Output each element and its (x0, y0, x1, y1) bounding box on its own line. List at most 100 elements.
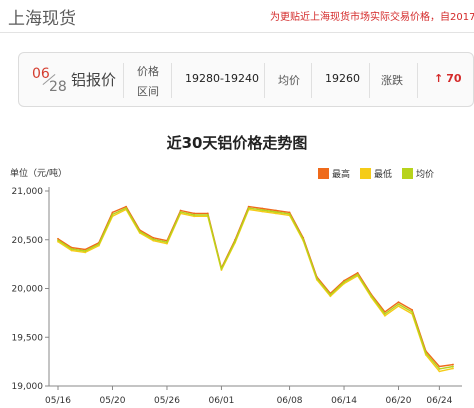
data-point (138, 230, 141, 233)
data-point (152, 239, 155, 242)
y-tick-label: 19,000 (12, 382, 44, 392)
data-point (356, 272, 359, 274)
series-line-2 (57, 208, 454, 373)
legend-swatch (318, 168, 329, 179)
data-point (111, 213, 114, 216)
data-point (111, 211, 114, 214)
data-point (424, 351, 427, 354)
quote-divider (123, 63, 124, 98)
x-tick-label: 05/20 (100, 396, 126, 406)
avg-value: 19260 (325, 72, 360, 85)
data-point (247, 205, 250, 208)
data-point (452, 365, 454, 368)
data-point (206, 212, 209, 215)
legend-swatch (402, 168, 413, 179)
data-point (288, 211, 291, 214)
data-point (315, 277, 318, 280)
data-point (166, 242, 168, 245)
data-point (261, 210, 264, 213)
y-tick-label: 20,500 (12, 236, 44, 246)
chart-title: 近30天铝价格走势图 (166, 134, 308, 152)
data-point (329, 295, 332, 298)
y-tick-label: 20,000 (12, 285, 44, 295)
data-point (179, 211, 182, 213)
up-arrow-icon: ↑ (434, 72, 444, 85)
data-point (57, 237, 59, 240)
data-point (206, 213, 209, 216)
data-point (97, 243, 100, 246)
data-point (261, 207, 264, 210)
data-point (70, 248, 73, 250)
data-point (438, 370, 441, 373)
data-point (452, 363, 454, 366)
data-point (356, 273, 359, 276)
x-tick-label: 06/08 (277, 396, 303, 406)
quote-divider (171, 63, 172, 98)
range-label-2: 区间 (137, 85, 159, 98)
data-point (275, 209, 277, 212)
y-axis-label: 单位（元/吨） (10, 167, 67, 179)
x-tick-label: 06/24 (426, 396, 452, 406)
quote-divider (369, 63, 370, 98)
data-point (411, 311, 414, 313)
data-point (343, 281, 345, 284)
data-point (438, 365, 441, 368)
data-point (261, 209, 264, 211)
quote-month: 06 (32, 66, 50, 82)
quote-divider (417, 63, 418, 98)
data-point (329, 293, 332, 296)
price-quote-card: 06 28 铝报价 价格 区间 19280-19240 均价 19260 涨跌 … (18, 52, 474, 107)
data-point (383, 314, 386, 317)
data-point (57, 239, 59, 242)
data-point (288, 213, 291, 215)
data-point (397, 305, 400, 307)
quote-name: 铝报价 (71, 71, 117, 89)
data-point (275, 212, 277, 215)
quote-day: 28 (49, 79, 67, 95)
data-point (193, 212, 196, 215)
page-title: 上海现货 (8, 9, 76, 29)
data-point (397, 303, 400, 305)
legend-swatch (360, 168, 371, 179)
data-point (70, 249, 73, 252)
x-tick-label: 05/16 (45, 396, 71, 406)
x-tick-label: 06/14 (331, 396, 357, 406)
data-point (234, 240, 236, 243)
header-divider (0, 32, 474, 33)
y-tick-label: 19,500 (12, 333, 44, 343)
data-point (152, 236, 155, 239)
data-point (411, 309, 414, 311)
data-point (452, 367, 454, 370)
range-label-1: 价格 (137, 65, 159, 78)
data-point (84, 248, 87, 251)
data-point (370, 294, 373, 297)
change-amount: 70 (446, 72, 462, 85)
data-point (166, 241, 168, 244)
x-tick-label: 05/26 (154, 396, 180, 406)
data-point (220, 268, 223, 270)
change-value: ↑ 70 (434, 72, 462, 85)
data-point (275, 211, 277, 213)
data-point (84, 251, 87, 254)
data-point (84, 250, 87, 252)
data-point (302, 238, 305, 241)
data-point (97, 244, 100, 247)
data-point (152, 238, 155, 241)
data-point (125, 205, 128, 208)
change-label: 涨跌 (381, 74, 403, 87)
quote-divider (264, 63, 265, 98)
quote-divider (311, 63, 312, 98)
data-point (193, 213, 196, 216)
y-tick-label: 21,000 (12, 187, 44, 197)
data-point (397, 301, 400, 304)
x-tick-label: 06/01 (208, 396, 234, 406)
legend-label: 最高 (332, 168, 350, 180)
series-line-3 (57, 207, 454, 370)
data-point (179, 209, 182, 212)
price-range-value: 19280-19240 (185, 72, 259, 85)
avg-label: 均价 (278, 74, 300, 87)
data-point (438, 368, 441, 370)
series-line-1 (57, 205, 454, 368)
data-point (247, 207, 250, 209)
